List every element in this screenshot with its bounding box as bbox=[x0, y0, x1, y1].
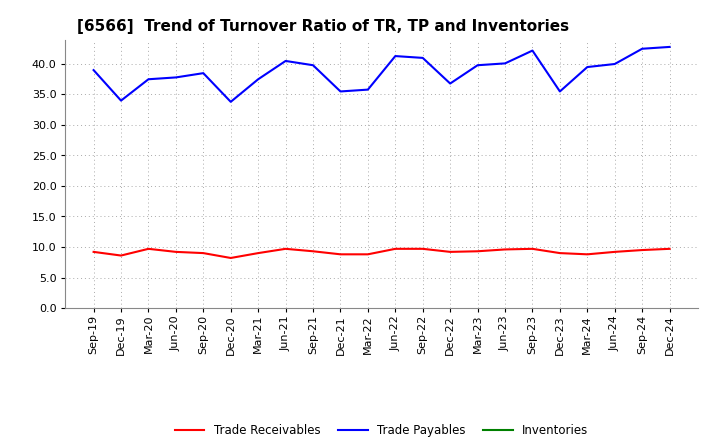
Trade Payables bbox=[144, 77, 153, 82]
Line: Trade Payables: Trade Payables bbox=[94, 47, 670, 102]
Trade Payables bbox=[556, 89, 564, 94]
Trade Receivables bbox=[391, 246, 400, 252]
Trade Receivables bbox=[528, 246, 537, 252]
Trade Payables bbox=[583, 64, 592, 70]
Trade Payables bbox=[171, 75, 180, 80]
Trade Receivables bbox=[364, 252, 372, 257]
Trade Payables bbox=[391, 53, 400, 59]
Trade Receivables bbox=[418, 246, 427, 252]
Trade Payables bbox=[117, 98, 125, 103]
Trade Receivables bbox=[144, 246, 153, 252]
Trade Receivables bbox=[611, 249, 619, 254]
Trade Payables bbox=[665, 44, 674, 50]
Trade Payables bbox=[500, 61, 509, 66]
Trade Receivables bbox=[309, 249, 318, 254]
Trade Payables bbox=[89, 67, 98, 73]
Trade Receivables bbox=[336, 252, 345, 257]
Trade Payables bbox=[418, 55, 427, 61]
Trade Payables bbox=[336, 89, 345, 94]
Trade Receivables bbox=[171, 249, 180, 254]
Trade Receivables bbox=[117, 253, 125, 258]
Trade Payables bbox=[199, 70, 207, 76]
Trade Payables bbox=[364, 87, 372, 92]
Trade Receivables bbox=[473, 249, 482, 254]
Trade Payables bbox=[446, 81, 454, 86]
Trade Receivables bbox=[638, 247, 647, 253]
Text: [6566]  Trend of Turnover Ratio of TR, TP and Inventories: [6566] Trend of Turnover Ratio of TR, TP… bbox=[78, 19, 570, 34]
Trade Payables bbox=[226, 99, 235, 104]
Trade Payables bbox=[611, 61, 619, 66]
Trade Payables bbox=[254, 77, 263, 82]
Trade Receivables bbox=[89, 249, 98, 254]
Legend: Trade Receivables, Trade Payables, Inventories: Trade Receivables, Trade Payables, Inven… bbox=[170, 419, 593, 440]
Line: Trade Receivables: Trade Receivables bbox=[94, 249, 670, 258]
Trade Payables bbox=[638, 46, 647, 51]
Trade Receivables bbox=[500, 247, 509, 252]
Trade Payables bbox=[528, 48, 537, 53]
Trade Receivables bbox=[446, 249, 454, 254]
Trade Payables bbox=[473, 62, 482, 68]
Trade Receivables bbox=[665, 246, 674, 252]
Trade Receivables bbox=[556, 250, 564, 256]
Trade Payables bbox=[309, 62, 318, 68]
Trade Receivables bbox=[583, 252, 592, 257]
Trade Receivables bbox=[254, 250, 263, 256]
Trade Receivables bbox=[282, 246, 290, 252]
Trade Receivables bbox=[199, 250, 207, 256]
Trade Payables bbox=[282, 59, 290, 64]
Trade Receivables bbox=[226, 255, 235, 260]
